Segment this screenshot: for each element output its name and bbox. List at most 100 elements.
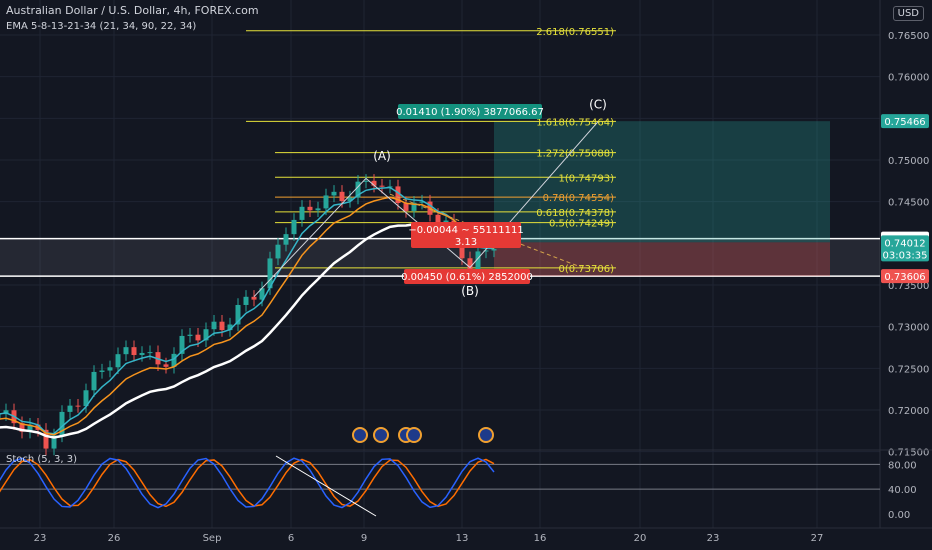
- fib-level-label: 0.78(0.74554): [543, 193, 615, 204]
- candle-body: [355, 181, 361, 198]
- economic-event-icon: [478, 427, 494, 443]
- stoch-tick-label: 0.00: [888, 510, 910, 521]
- candle-body: [67, 405, 73, 412]
- y-tick-label: 0.72500: [888, 364, 929, 375]
- candle-body: [187, 334, 193, 336]
- target-label-bg: [398, 104, 542, 119]
- candle-body: [491, 249, 497, 251]
- candle-body: [411, 202, 417, 211]
- ema-line: [0, 186, 495, 435]
- candle-body: [91, 371, 97, 391]
- candle-body: [467, 258, 473, 270]
- candle-body: [371, 180, 377, 186]
- candle-body: [259, 288, 265, 300]
- candle-body: [315, 208, 321, 211]
- fib-level-label: 1(0.74793): [558, 173, 614, 184]
- x-tick-label: 26: [108, 533, 121, 544]
- loss-zone: [494, 242, 830, 277]
- currency-button[interactable]: USD: [892, 6, 924, 21]
- candle-body: [163, 364, 169, 367]
- fib-level-label: 1.618(0.75464): [536, 117, 614, 128]
- x-tick-label: 9: [361, 533, 367, 544]
- candle-body: [299, 206, 305, 220]
- fib-level-label: 1.272(0.75088): [536, 149, 614, 160]
- candle-body: [43, 429, 49, 449]
- stoch-k-line: [0, 457, 495, 509]
- ema-line: [0, 196, 495, 436]
- candle-body: [107, 367, 113, 371]
- x-tick-label: 6: [288, 533, 294, 544]
- price-badge: 0.75466: [881, 114, 929, 129]
- candle-body: [19, 423, 25, 432]
- candle-body: [123, 347, 129, 355]
- x-tick-label: 13: [456, 533, 469, 544]
- stoch-legend[interactable]: Stoch (5, 3, 3): [6, 454, 78, 465]
- measure-label-bg: [411, 222, 521, 248]
- measure-label-text: 3.13: [455, 237, 477, 248]
- candle-body: [0, 414, 1, 419]
- candle-body: [219, 321, 225, 331]
- candle-body: [243, 296, 249, 305]
- y-tick-label: 0.75000: [888, 156, 929, 167]
- price-badge-bg: [881, 235, 929, 262]
- candle-body: [131, 347, 137, 356]
- price-badge-text: 0.73606: [884, 272, 925, 283]
- wave-label: (B): [461, 284, 479, 298]
- candle-body: [211, 321, 217, 330]
- candle-body: [291, 219, 297, 235]
- economic-event-icon: [373, 427, 389, 443]
- x-tick-label: 27: [811, 533, 824, 544]
- stoch-d-line: [0, 458, 495, 508]
- indicator-legend[interactable]: EMA 5-8-13-21-34 (21, 34, 90, 22, 34): [6, 21, 197, 32]
- candle-body: [147, 352, 153, 354]
- symbol-title: Australian Dollar / U.S. Dollar, 4h, FOR…: [6, 4, 259, 17]
- candle-body: [267, 258, 273, 289]
- candle-body: [363, 180, 369, 182]
- candle-body: [347, 197, 353, 202]
- y-tick-label: 0.73500: [888, 281, 929, 292]
- price-badge-bg: [881, 114, 929, 129]
- y-tick-label: 0.73000: [888, 323, 929, 334]
- wave-label: (A): [373, 149, 391, 163]
- candle-body: [171, 353, 177, 367]
- price-badge-bg: [881, 269, 929, 284]
- x-tick-label: 23: [34, 533, 47, 544]
- price-badge-text: 0.75466: [884, 117, 925, 128]
- countdown-text: 03:03:35: [883, 250, 928, 261]
- stoch-tick-label: 80.00: [888, 460, 917, 471]
- candle-body: [251, 296, 257, 300]
- wave-rise-line: [253, 177, 367, 298]
- candle-body: [27, 424, 33, 432]
- candle-body: [419, 201, 425, 203]
- y-tick-label: 0.74500: [888, 198, 929, 209]
- candle-body: [403, 202, 409, 211]
- x-tick-label: 23: [707, 533, 720, 544]
- stop-label-text: 0.00450 (0.61%) 2852000: [401, 272, 533, 283]
- abc-wave-path: [365, 121, 599, 269]
- fib-level-label: 0(0.73706): [558, 264, 614, 275]
- candle-body: [339, 191, 345, 202]
- candle-body: [483, 250, 489, 252]
- price-badge-text: 0.74012: [884, 238, 925, 249]
- candle-body: [235, 304, 241, 325]
- stop-label-bg: [404, 269, 530, 284]
- measure-label-text: −0.00044 ~ 55111111: [408, 225, 523, 236]
- target-label: 0.01410 (1.90%) 3877066.67: [396, 104, 544, 119]
- candle-body: [115, 354, 121, 368]
- candle-body: [283, 234, 289, 245]
- wave-label: (C): [589, 97, 607, 111]
- candle-body: [203, 329, 209, 341]
- target-label-text: 0.01410 (1.90%) 3877066.67: [396, 107, 544, 118]
- candle-body: [475, 251, 481, 270]
- stop-label: 0.00450 (0.61%) 2852000: [401, 269, 533, 284]
- y-tick-label: 0.72000: [888, 406, 929, 417]
- candle-body: [331, 191, 337, 196]
- candle-body: [139, 352, 145, 356]
- candle-body: [59, 411, 65, 436]
- candle-body: [83, 390, 89, 407]
- candle-body: [435, 214, 441, 224]
